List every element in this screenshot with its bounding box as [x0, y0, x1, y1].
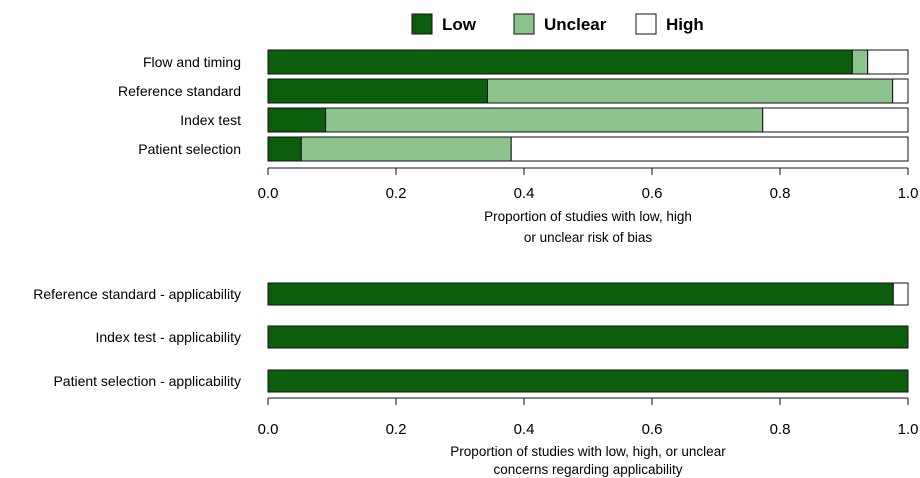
bar-segment-high — [762, 107, 909, 133]
x-axis-title: or unclear risk of bias — [524, 230, 653, 245]
legend-swatch-unclear — [513, 13, 535, 35]
legend-swatch-high — [635, 13, 657, 35]
x-axis-title: Proportion of studies with low, high — [484, 209, 692, 224]
category-label: Index test - applicability — [95, 329, 241, 345]
bar-segment-high — [510, 136, 909, 162]
bar-segment-unclear — [851, 49, 869, 75]
bar-segment-high — [892, 78, 909, 104]
applicability-panel: Reference standard - applicability Index … — [33, 282, 919, 477]
x-tick-label: 0.4 — [514, 185, 535, 202]
category-label: Patient selection - applicability — [53, 373, 241, 389]
bar-segment-high — [892, 282, 909, 306]
legend-label-low: Low — [442, 15, 477, 34]
bar-segment-low — [267, 49, 853, 75]
bar-segment-low — [267, 325, 909, 349]
x-axis-title: Proportion of studies with low, high, or… — [450, 444, 726, 459]
category-label: Index test — [180, 112, 241, 128]
bar-segment-unclear — [325, 107, 764, 133]
x-tick-label: 1.0 — [898, 421, 919, 438]
bar-segment-low — [267, 78, 489, 104]
category-label: Reference standard — [118, 83, 241, 99]
x-tick-label: 0.4 — [514, 421, 535, 438]
x-tick-label: 0.0 — [258, 185, 279, 202]
x-tick-label: 0.2 — [386, 421, 407, 438]
x-axis-title: concerns regarding applicability — [493, 462, 682, 477]
legend-label-unclear: Unclear — [544, 15, 607, 34]
legend-label-high: High — [666, 15, 704, 34]
category-label: Flow and timing — [143, 54, 241, 70]
category-label: Reference standard - applicability — [33, 286, 241, 302]
category-label: Patient selection — [138, 141, 241, 157]
x-tick-label: 0.8 — [770, 421, 791, 438]
legend: Low Unclear High — [411, 13, 704, 35]
x-tick-label: 0.6 — [642, 421, 663, 438]
x-tick-label: 0.0 — [258, 421, 279, 438]
bar-segment-high — [867, 49, 909, 75]
x-tick-label: 0.8 — [770, 185, 791, 202]
x-tick-label: 0.2 — [386, 185, 407, 202]
bar-segment-low — [267, 107, 327, 133]
bar-segment-unclear — [300, 136, 512, 162]
bar-segment-unclear — [487, 78, 894, 104]
bar-segment-low — [267, 369, 909, 393]
legend-swatch-low — [411, 13, 433, 35]
x-tick-label: 0.6 — [642, 185, 663, 202]
bar-segment-low — [267, 136, 302, 162]
x-tick-label: 1.0 — [898, 185, 919, 202]
risk-of-bias-panel: Flow and timing Reference standard Index t… — [118, 49, 919, 245]
bar-segment-low — [267, 282, 894, 306]
